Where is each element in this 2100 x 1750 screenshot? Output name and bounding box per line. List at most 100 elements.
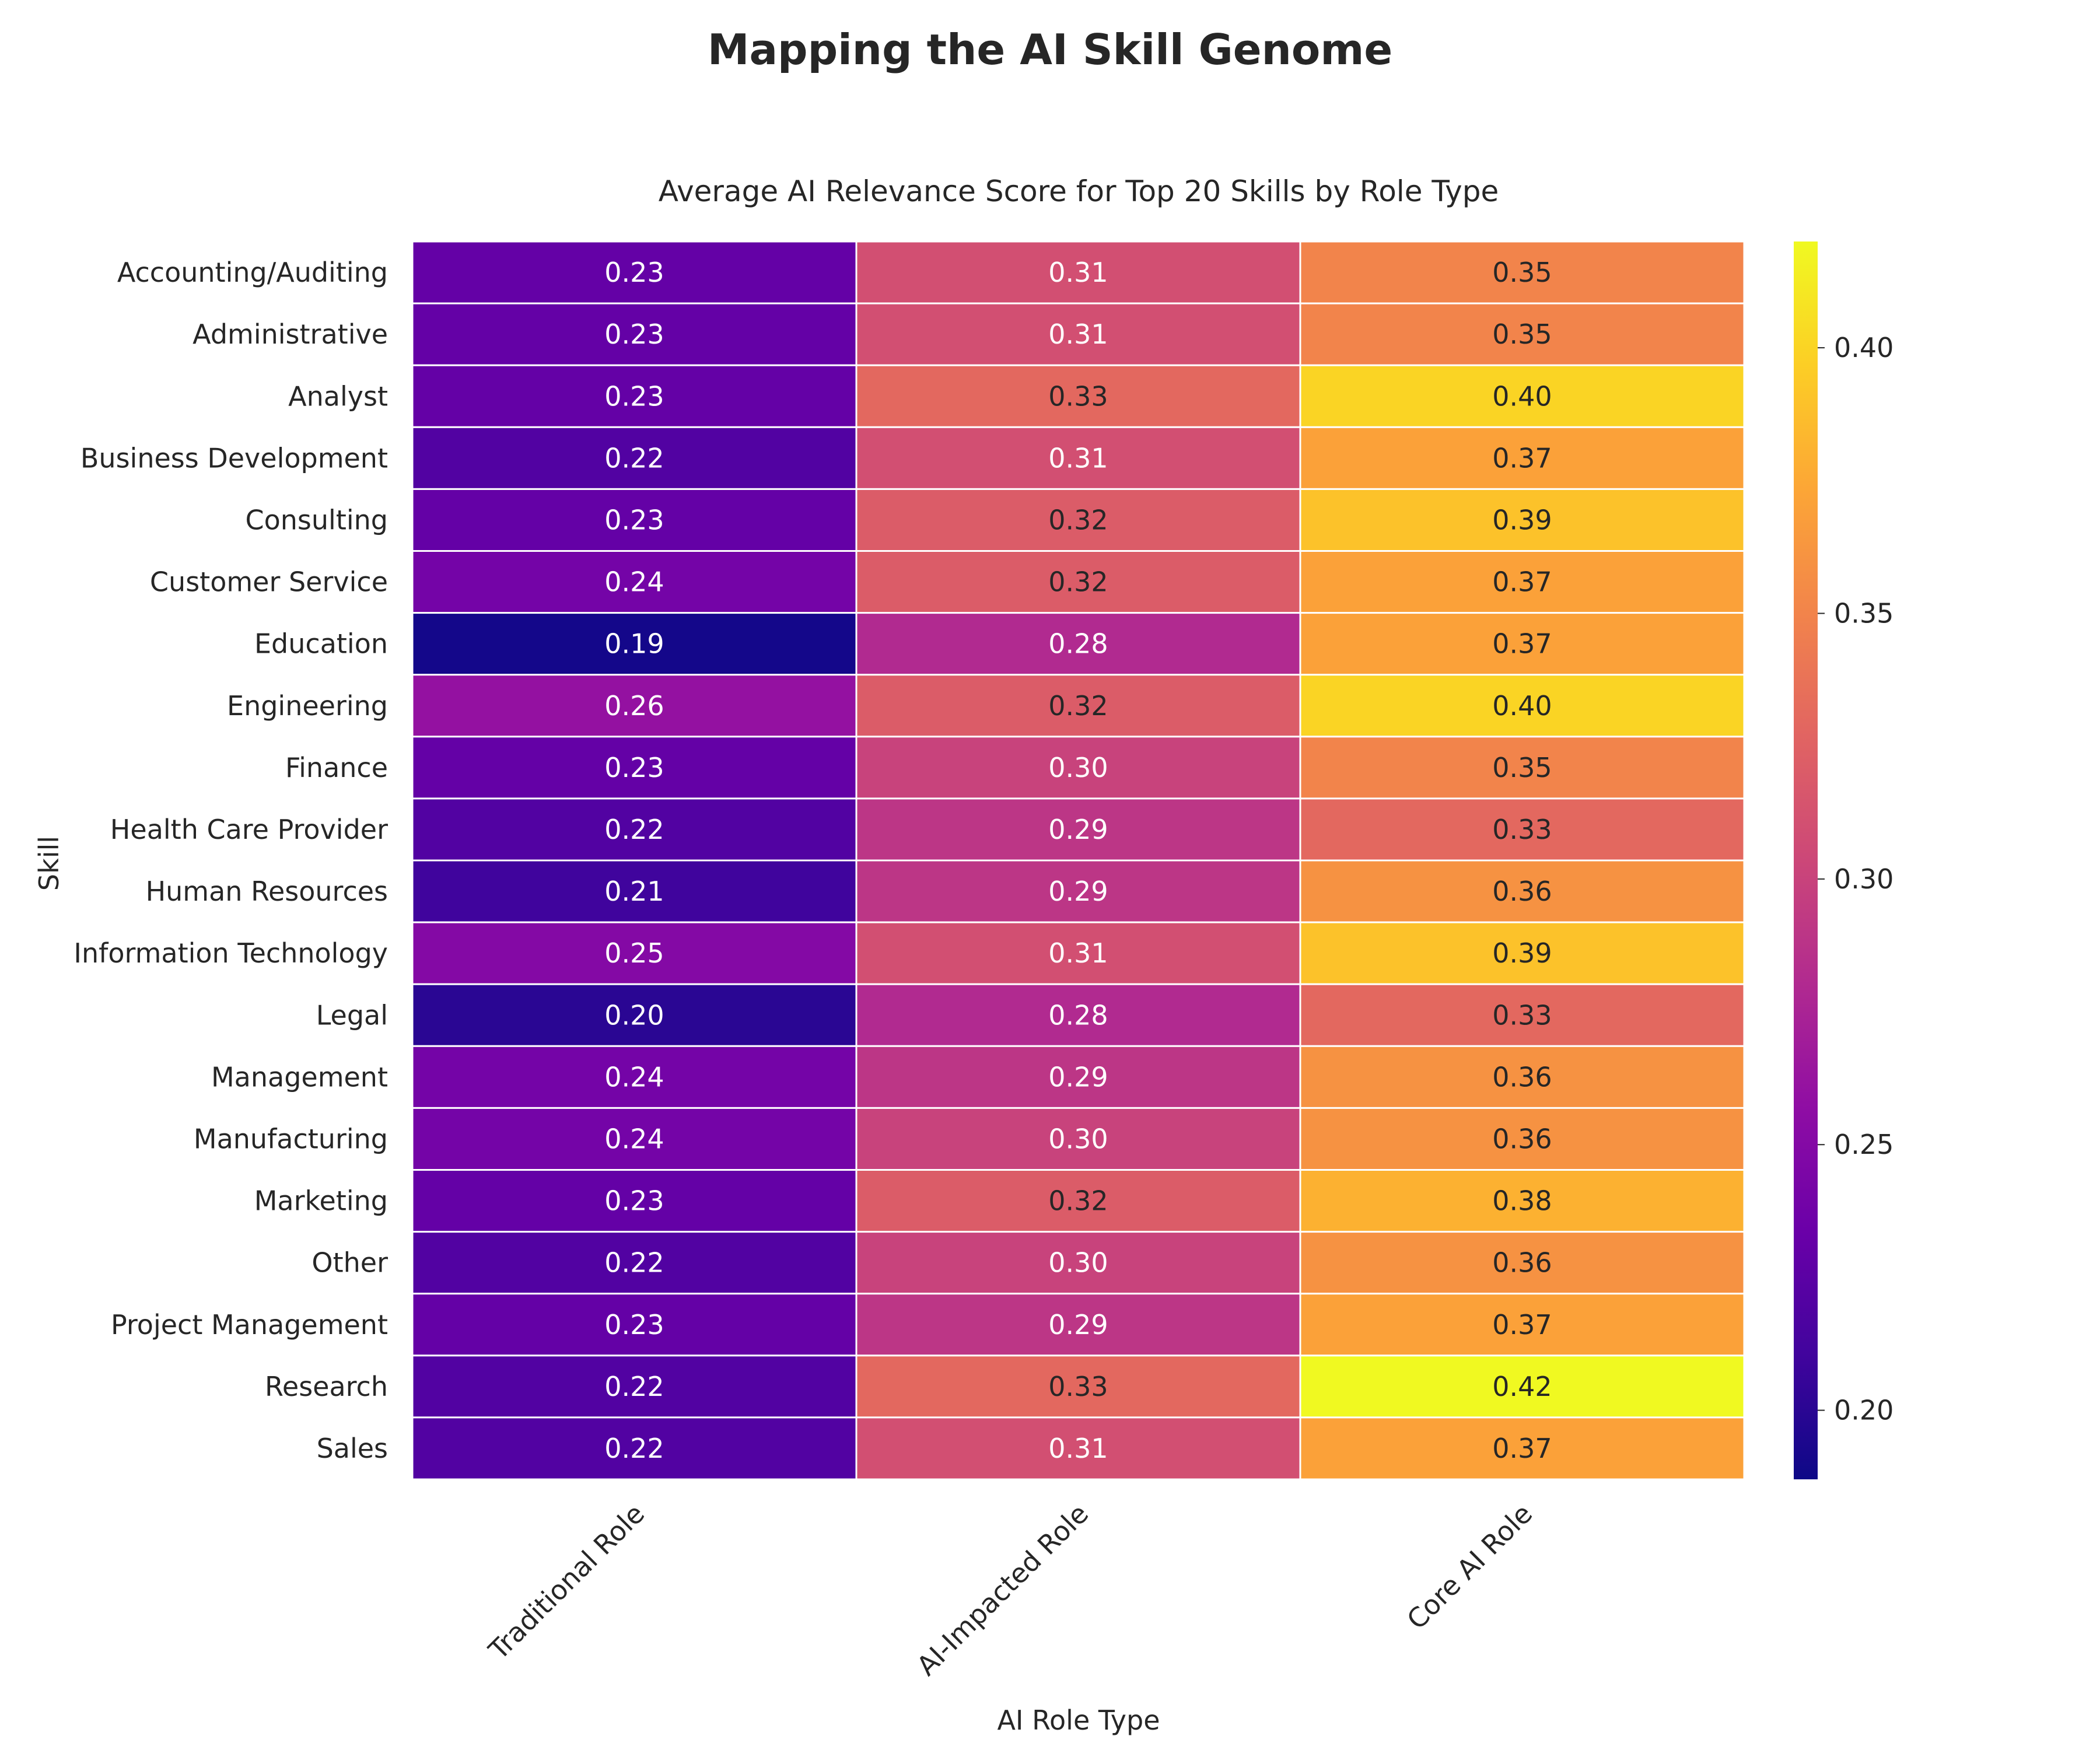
cell-value-label: 0.40 — [1492, 380, 1552, 412]
heatmap-cell — [411, 1169, 858, 1233]
x-axis-label: AI Role Type — [997, 1704, 1160, 1736]
y-axis-label: Skill — [33, 836, 65, 891]
heatmap-cell — [1299, 612, 1745, 676]
heatmap-cell — [855, 1293, 1301, 1357]
heatmap-cell — [1299, 550, 1745, 614]
cell-value-label: 0.32 — [1048, 504, 1108, 536]
cell-value-label: 0.22 — [604, 442, 664, 474]
cell-value-label: 0.24 — [604, 566, 664, 598]
y-tick-label: Human Resources — [146, 876, 388, 907]
heatmap-cell — [855, 550, 1301, 614]
cell-value-label: 0.22 — [604, 1433, 664, 1464]
y-tick-label: Finance — [285, 752, 388, 783]
heatmap-cell — [855, 1169, 1301, 1233]
cell-value-label: 0.23 — [604, 380, 664, 412]
cell-value-label: 0.38 — [1492, 1185, 1552, 1217]
y-tick-label: Accounting/Auditing — [117, 257, 388, 288]
heatmap-cell — [411, 302, 858, 366]
cell-value-label: 0.33 — [1048, 380, 1108, 412]
heatmap-cell — [411, 674, 858, 738]
cell-value-label: 0.37 — [1492, 1433, 1552, 1464]
cell-value-label: 0.28 — [1048, 999, 1108, 1031]
cell-value-label: 0.29 — [1048, 1061, 1108, 1093]
heatmap-cell — [411, 736, 858, 800]
cell-value-label: 0.26 — [604, 690, 664, 722]
x-tick-label: AI-Impacted Role — [911, 1498, 1094, 1682]
cell-value-label: 0.23 — [604, 1185, 664, 1217]
cell-value-label: 0.22 — [604, 1247, 664, 1279]
heatmap-cell — [411, 550, 858, 614]
cell-value-label: 0.22 — [604, 1371, 664, 1402]
cell-value-label: 0.33 — [1492, 999, 1552, 1031]
y-tick-label: Other — [312, 1247, 388, 1279]
heatmap-cell — [1299, 1231, 1745, 1295]
cell-value-label: 0.25 — [604, 937, 664, 969]
cell-value-label: 0.24 — [604, 1061, 664, 1093]
y-tick-label: Engineering — [227, 690, 388, 722]
x-tick-label: Traditional Role — [482, 1498, 651, 1667]
heatmap-cell — [1299, 736, 1745, 800]
y-tick-label: Consulting — [246, 504, 388, 536]
chart-title: Average AI Relevance Score for Top 20 Sk… — [659, 174, 1499, 208]
heatmap-cell — [855, 797, 1301, 862]
cell-value-label: 0.29 — [1048, 876, 1108, 907]
cell-value-label: 0.39 — [1492, 504, 1552, 536]
cell-value-label: 0.36 — [1492, 1061, 1552, 1093]
colorbar-tick-label: 0.40 — [1834, 332, 1894, 363]
heatmap-cell — [411, 1107, 858, 1171]
heatmap-cell — [1299, 674, 1745, 738]
y-tick-label: Analyst — [288, 380, 388, 412]
heatmap-cell — [855, 488, 1301, 552]
cell-value-label: 0.35 — [1492, 318, 1552, 350]
heatmap-cell — [1299, 859, 1745, 923]
colorbar-tick-label: 0.25 — [1834, 1129, 1894, 1160]
y-tick-label: Project Management — [111, 1309, 388, 1340]
cell-value-label: 0.29 — [1048, 1309, 1108, 1340]
cell-value-label: 0.31 — [1048, 257, 1108, 288]
heatmap-cell — [1299, 302, 1745, 366]
heatmap-cell — [1299, 1107, 1745, 1171]
colorbar-tick-label: 0.30 — [1834, 863, 1894, 895]
heatmap-cell — [1299, 426, 1745, 490]
y-tick-label: Marketing — [254, 1185, 388, 1217]
cell-value-label: 0.23 — [604, 318, 664, 350]
y-tick-label: Management — [211, 1061, 388, 1093]
cell-value-label: 0.30 — [1048, 1247, 1108, 1279]
cell-value-label: 0.33 — [1048, 1371, 1108, 1402]
y-tick-label: Health Care Provider — [110, 814, 388, 845]
y-tick-label: Research — [265, 1371, 388, 1402]
cell-value-label: 0.19 — [604, 628, 664, 660]
cell-value-label: 0.23 — [604, 257, 664, 288]
y-tick-label: Legal — [316, 999, 388, 1031]
x-tick-label: Core AI Role — [1401, 1498, 1538, 1636]
heatmap-cell — [855, 240, 1301, 304]
heatmap-cell — [411, 612, 858, 676]
heatmap-cell — [1299, 983, 1745, 1047]
y-tick-label: Education — [254, 628, 388, 660]
cell-value-label: 0.36 — [1492, 1123, 1552, 1154]
colorbar: 0.20 0.25 0.30 0.35 0.40 — [1794, 242, 1894, 1479]
cell-value-label: 0.31 — [1048, 318, 1108, 350]
heatmap-cell — [411, 1045, 858, 1109]
y-tick-label: Information Technology — [74, 937, 388, 969]
cell-value-label: 0.37 — [1492, 566, 1552, 598]
cell-value-label: 0.30 — [1048, 752, 1108, 783]
heatmap-cell — [855, 674, 1301, 738]
heatmap-cell — [855, 1231, 1301, 1295]
y-tick-label: Manufacturing — [194, 1123, 388, 1154]
cell-value-label: 0.37 — [1492, 442, 1552, 474]
y-tick-label: Administrative — [192, 318, 388, 350]
heatmap-cell — [1299, 1416, 1745, 1480]
heatmap-cell — [411, 1416, 858, 1480]
cell-value-label: 0.35 — [1492, 752, 1552, 783]
heatmap-cell — [1299, 921, 1745, 985]
heatmap-cells: 0.23 0.31 0.35 0.23 0.31 0.35 0.23 0.33 0.40 0.22… — [411, 240, 1745, 1480]
cell-value-label: 0.35 — [1492, 257, 1552, 288]
heatmap-cell — [1299, 1045, 1745, 1109]
heatmap-cell — [855, 364, 1301, 428]
cell-value-label: 0.31 — [1048, 937, 1108, 969]
cell-value-label: 0.36 — [1492, 1247, 1552, 1279]
colorbar-gradient — [1794, 242, 1818, 1479]
cell-value-label: 0.20 — [604, 999, 664, 1031]
heatmap-cell — [411, 1231, 858, 1295]
